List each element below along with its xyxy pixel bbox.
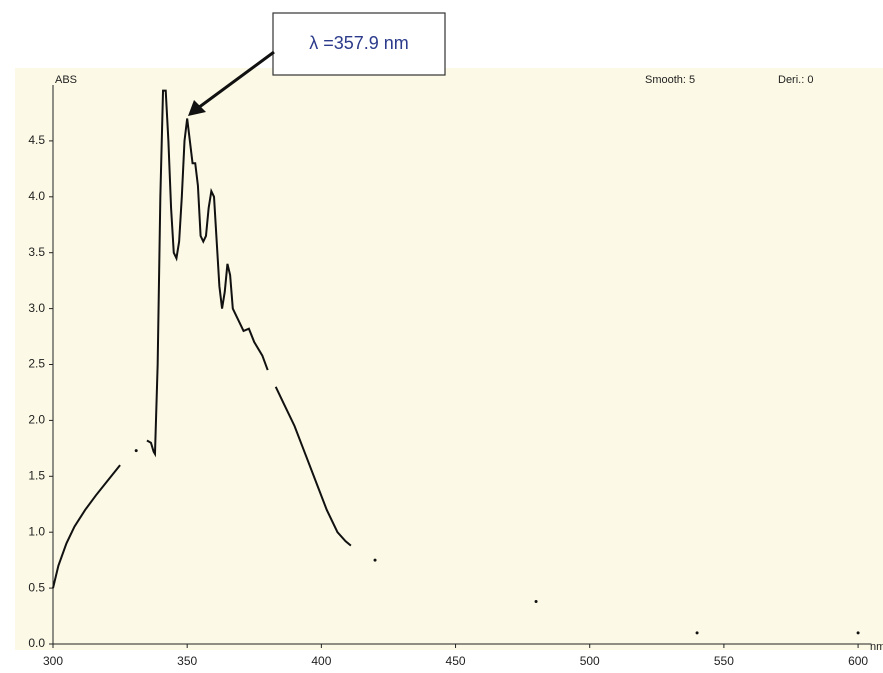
x-tick-label: 600	[848, 654, 868, 668]
x-tick-label: 400	[311, 654, 331, 668]
y-tick-label: 0.0	[28, 636, 45, 650]
y-tick-label: 1.5	[28, 468, 45, 482]
x-tick-label: 500	[580, 654, 600, 668]
y-tick-label: 2.5	[28, 357, 45, 371]
spectrum-line	[146, 89, 269, 458]
data-point	[534, 600, 538, 604]
data-point	[856, 631, 860, 635]
plot-background	[15, 68, 883, 650]
x-tick-label: 550	[714, 654, 734, 668]
deri-label: Deri.: 0	[778, 74, 813, 86]
y-tick-label: 1.0	[28, 524, 45, 538]
spectrum-line	[274, 386, 352, 547]
arrow-head	[188, 100, 206, 116]
data-point	[373, 558, 377, 562]
x-tick-label: 450	[446, 654, 466, 668]
x-tick-label: 350	[177, 654, 197, 668]
y-tick-label: 4.5	[28, 133, 45, 147]
y-tick-label: 3.0	[28, 301, 45, 315]
data-point	[695, 631, 699, 635]
x-tick-label: 300	[43, 654, 63, 668]
y-tick-label: 3.5	[28, 245, 45, 259]
y-tick-label: 2.0	[28, 413, 45, 427]
annotation-box	[272, 12, 446, 76]
smooth-label: Smooth: 5	[645, 74, 695, 86]
peak-annotation: λ =357.9 nm	[309, 33, 409, 53]
annotation-arrow	[197, 50, 275, 110]
spectrum-line	[52, 464, 121, 589]
data-point	[134, 449, 138, 453]
y-tick-label: 0.5	[28, 580, 45, 594]
x-axis-label: nm	[870, 641, 883, 653]
y-axis-label: ABS	[55, 74, 77, 86]
y-tick-label: 4.0	[28, 189, 45, 203]
